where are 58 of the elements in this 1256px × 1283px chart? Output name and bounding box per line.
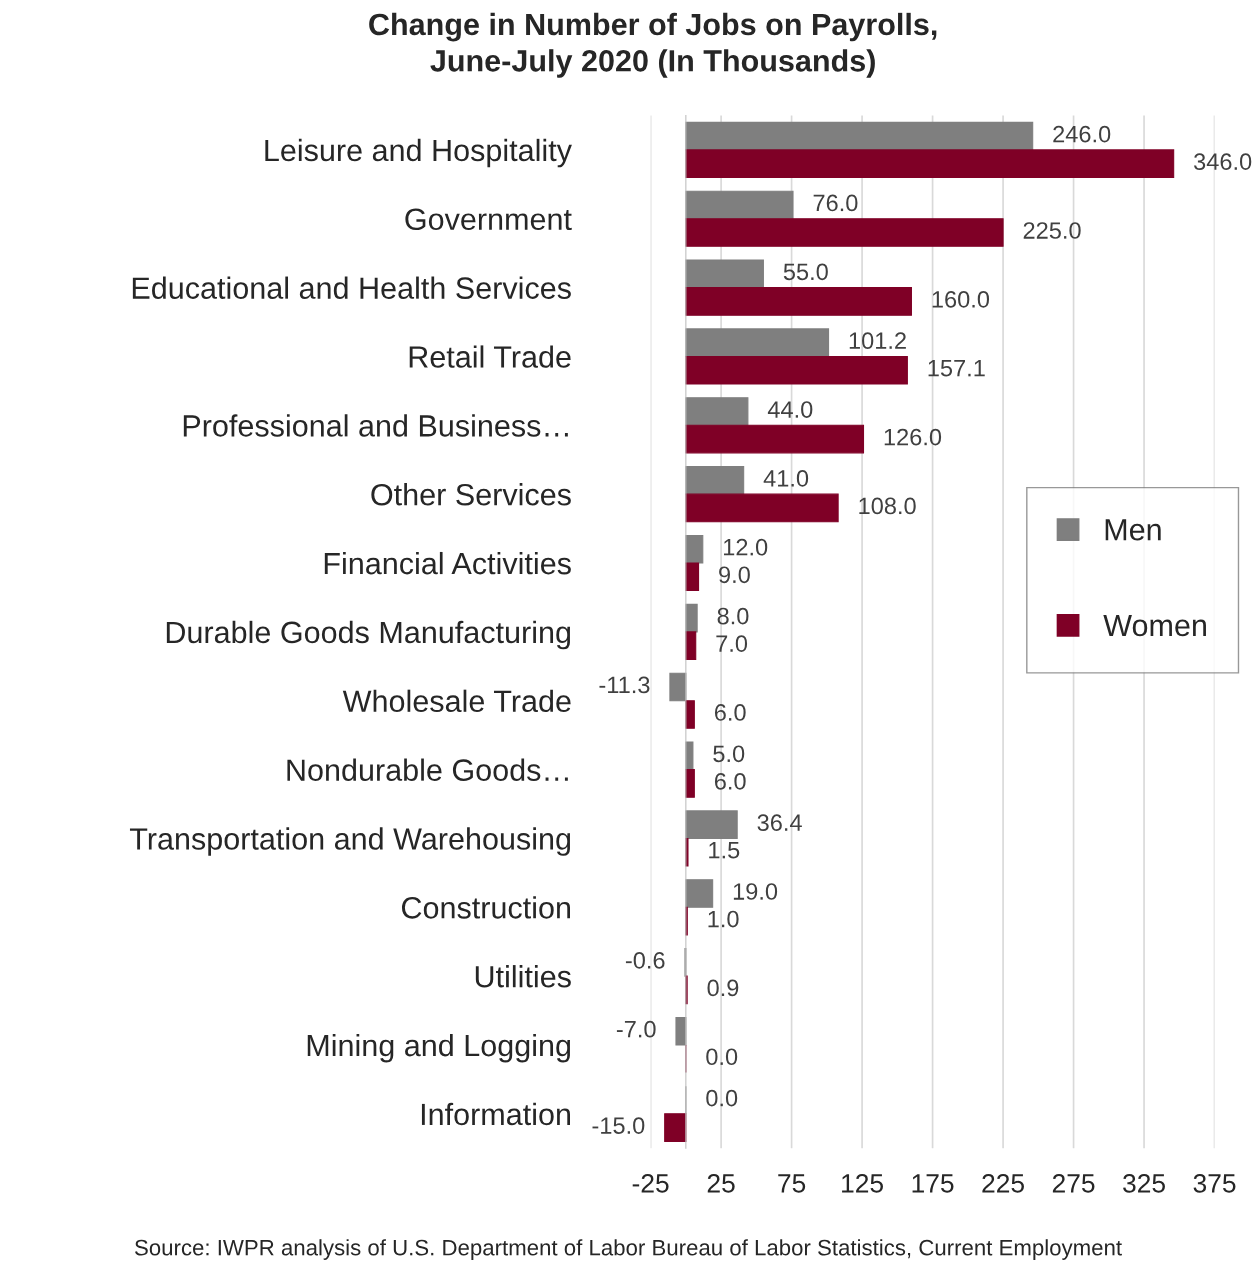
y-tick-label: Professional and Business… — [183, 414, 568, 437]
x-tick-label: -25 — [632, 1173, 669, 1193]
data-label: 1.5 — [709, 842, 740, 859]
data-label: 5.0 — [713, 745, 745, 763]
y-tick-label: Transportation and Warehousing — [129, 827, 571, 856]
data-label: 108.0 — [859, 497, 916, 515]
y-tick-label: Information — [421, 1102, 570, 1126]
x-tick-label: 375 — [1193, 1173, 1236, 1193]
y-tick-label: Utilities — [475, 965, 571, 988]
data-label: 246.0 — [1053, 125, 1111, 143]
data-label: 225.0 — [1023, 222, 1081, 239]
chart-title: Change in Number of Jobs on Payrolls, June-July 2020 (In Thousands) — [369, 12, 937, 78]
y-tick-label: Durable Goods Manufacturing — [166, 620, 571, 650]
legend-label: Women — [1103, 614, 1206, 637]
data-label: 7.0 — [716, 635, 748, 652]
y-tick-label: Construction — [402, 896, 570, 919]
source-note: Source: IWPR analysis of U.S. Department of Labor Bureau of Labor Statistics, Current Employment — [134, 1239, 1122, 1260]
data-label: -7.0 — [616, 1020, 656, 1038]
y-tick-label: Financial Activities — [324, 551, 571, 575]
data-label: 12.0 — [724, 538, 768, 556]
y-tick-label: Other Services — [371, 483, 571, 506]
data-label: 6.0 — [714, 772, 746, 790]
y-tick-label: Wholesale Trade — [342, 689, 571, 713]
y-tick-label: Educational and Health Services — [132, 276, 571, 299]
data-label: 36.4 — [757, 814, 802, 832]
data-label: 126.0 — [884, 428, 942, 446]
data-label: 55.0 — [783, 263, 828, 281]
data-label: 6.0 — [714, 704, 746, 721]
x-tick-label: 325 — [1123, 1173, 1165, 1193]
data-label: 101.2 — [849, 332, 906, 350]
data-label: 0.0 — [706, 1048, 738, 1066]
x-tick-label: 125 — [842, 1173, 883, 1193]
y-tick-label: Leisure and Hospitality — [265, 138, 572, 168]
data-label: 44.0 — [767, 401, 813, 418]
data-label: 0.9 — [707, 979, 739, 997]
y-tick-label: Retail Trade — [409, 345, 571, 368]
data-label: 8.0 — [717, 607, 749, 625]
data-label: 0.0 — [706, 1089, 738, 1107]
y-tick-label: Nondurable Goods… — [287, 758, 568, 781]
x-tick-label: 25 — [707, 1173, 735, 1193]
data-label: 1.0 — [708, 910, 739, 928]
data-label: -15.0 — [592, 1117, 645, 1134]
data-label: 9.0 — [719, 566, 750, 584]
y-tick-label: Government — [405, 208, 572, 231]
data-label: 76.0 — [813, 194, 858, 212]
data-label: 157.1 — [928, 360, 985, 377]
y-tick-label: Mining and Logging — [307, 1033, 571, 1063]
data-label: 41.0 — [763, 470, 809, 487]
x-tick-label: 175 — [912, 1174, 954, 1193]
data-label: 19.0 — [733, 883, 778, 900]
x-tick-label: 225 — [982, 1173, 1024, 1193]
data-label: 346.0 — [1194, 153, 1252, 171]
legend-label: Men — [1105, 519, 1161, 541]
x-tick-label: 75 — [778, 1174, 806, 1193]
data-label: 160.0 — [932, 291, 990, 308]
data-label: -11.3 — [599, 676, 650, 694]
data-label: -0.6 — [625, 952, 665, 969]
x-tick-label: 275 — [1052, 1173, 1095, 1193]
